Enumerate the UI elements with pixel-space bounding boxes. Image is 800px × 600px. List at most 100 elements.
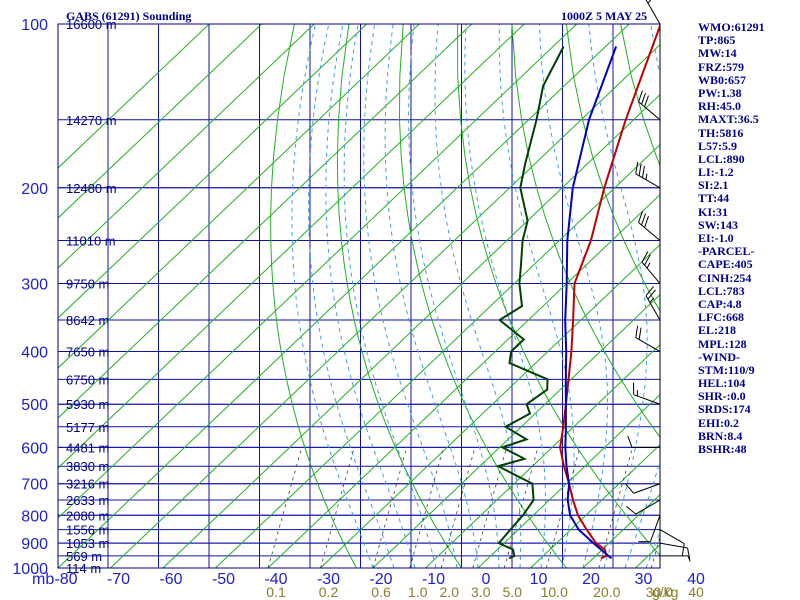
temperature-tick-label: -70 (107, 571, 130, 588)
height-label: 3216 m (66, 477, 109, 492)
index-item: STM:110/9 (698, 362, 755, 377)
wind-barb-flag (638, 90, 643, 102)
index-item: LI:-1.2 (698, 165, 734, 180)
mixing-ratio-label: 1.0 (408, 584, 428, 600)
wind-barb (633, 483, 661, 494)
plot-grid (58, 24, 660, 568)
temperature-tick-label: -50 (212, 571, 235, 588)
pressure-tick-label: 400 (21, 345, 48, 362)
isotherm-line (58, 24, 578, 519)
moist-adiabat (408, 24, 500, 568)
index-item: -WIND- (698, 349, 740, 364)
height-label: 4481 m (66, 440, 109, 455)
wind-barb-flag (687, 547, 691, 560)
height-label: 5930 m (66, 397, 109, 412)
wind-barb-flag (647, 289, 656, 300)
index-item: MPL:128 (698, 336, 747, 351)
pressure-tick-label: 1000 (12, 561, 48, 578)
height-label: 2633 m (66, 493, 109, 508)
temperature-line (559, 24, 660, 560)
parcel-line (564, 46, 618, 560)
isotherm-line (267, 193, 660, 568)
index-item: FRZ:579 (698, 59, 744, 74)
wind-barb (635, 499, 661, 515)
wind-barb-flag (649, 297, 655, 303)
index-item: TH:5816 (698, 125, 744, 140)
isotherm-line (530, 443, 660, 568)
mixing-ratio-label: 5.0 (503, 584, 523, 600)
index-item: SRDS:174 (698, 402, 751, 417)
wind-barb (649, 515, 661, 542)
isotherm-line (58, 24, 420, 369)
height-label: 1053 m (66, 536, 109, 551)
isotherm-line (58, 24, 630, 568)
temperature-tick-label: 10 (530, 571, 548, 588)
moist-adiabat (308, 24, 395, 568)
index-item: CINH:254 (698, 270, 752, 285)
index-item: EL:218 (698, 323, 737, 338)
index-item: MW:14 (698, 46, 737, 61)
isotherm-line (58, 24, 525, 469)
temperature-tick-label: 30 (635, 571, 653, 588)
moist-adiabat (588, 24, 648, 568)
height-label: 11010 m (66, 233, 116, 248)
mixing-ratio-label: 2.0 (440, 584, 460, 600)
wind-barb (635, 173, 661, 189)
height-label: 12480 m (66, 181, 117, 196)
wind-barb-flag (644, 254, 651, 266)
pressure-tick-label: 300 (21, 277, 48, 294)
wind-barb-flag (647, 0, 652, 4)
pressure-tick-label: 600 (21, 440, 48, 457)
pressure-tick-label: 200 (21, 181, 48, 198)
dry-adiabat (336, 24, 462, 568)
wind-barb (633, 394, 661, 405)
wind-barb (659, 542, 688, 549)
station-title: GABS (61291) Sounding (66, 9, 191, 23)
isotherm-line (58, 24, 368, 319)
wind-barb-flag (687, 555, 691, 562)
index-item: WMO:61291 (698, 20, 765, 34)
temperature-tick-label: 40 (687, 571, 705, 588)
wind-barb-flag (638, 327, 642, 340)
wind-barb (645, 295, 661, 321)
mixing-ratio-label: 3.0 (471, 584, 491, 600)
isotherm-line (58, 24, 473, 419)
isotherm-line (372, 293, 660, 568)
index-item: HEL:104 (698, 376, 746, 391)
index-item: KI:31 (698, 204, 728, 219)
mixing-ratio-label: 20.0 (593, 584, 620, 600)
index-item: CAPE:405 (698, 257, 753, 272)
wind-barb (641, 261, 661, 284)
index-item: SW:143 (698, 217, 739, 232)
moist-adiabat (363, 24, 458, 568)
wind-barb-flag (626, 506, 637, 515)
height-label: 114 m (66, 561, 101, 576)
pressure-unit-label: mb (32, 571, 54, 588)
temperature-tick-label: -60 (159, 571, 182, 588)
moist-adiabat (434, 24, 522, 568)
wind-barb-flag (625, 483, 635, 494)
dry-adiabat (511, 24, 660, 438)
wind-barb (659, 529, 685, 545)
time-label: 1000Z 5 MAY 25 (561, 9, 647, 23)
wind-barb-flag (645, 173, 648, 180)
wind-barb-flag (642, 165, 645, 178)
index-item: SHR-:0.0 (698, 389, 746, 404)
mixing-ratio-label: 40 (688, 584, 704, 600)
profile-lines (495, 24, 660, 560)
index-item: CAP:4.8 (698, 296, 742, 311)
mixing-ratio-label: 30.0 (646, 584, 673, 600)
index-item: PW:1.38 (698, 85, 742, 100)
index-item: -PARCEL- (698, 244, 755, 259)
pressure-tick-label: 800 (21, 508, 48, 525)
mixing-ratio-label: 0.1 (266, 584, 286, 600)
isotherm-line (320, 243, 660, 568)
wind-barb-flag (644, 216, 649, 228)
index-item: BRN:8.4 (698, 428, 743, 443)
wind-barb-flag (638, 210, 643, 223)
temperature-tick-label: -40 (264, 571, 287, 588)
wind-barb-flag (627, 435, 633, 448)
dry-adiabat (398, 24, 567, 568)
dry-adiabat (270, 24, 357, 568)
isotherm-line (58, 24, 263, 219)
